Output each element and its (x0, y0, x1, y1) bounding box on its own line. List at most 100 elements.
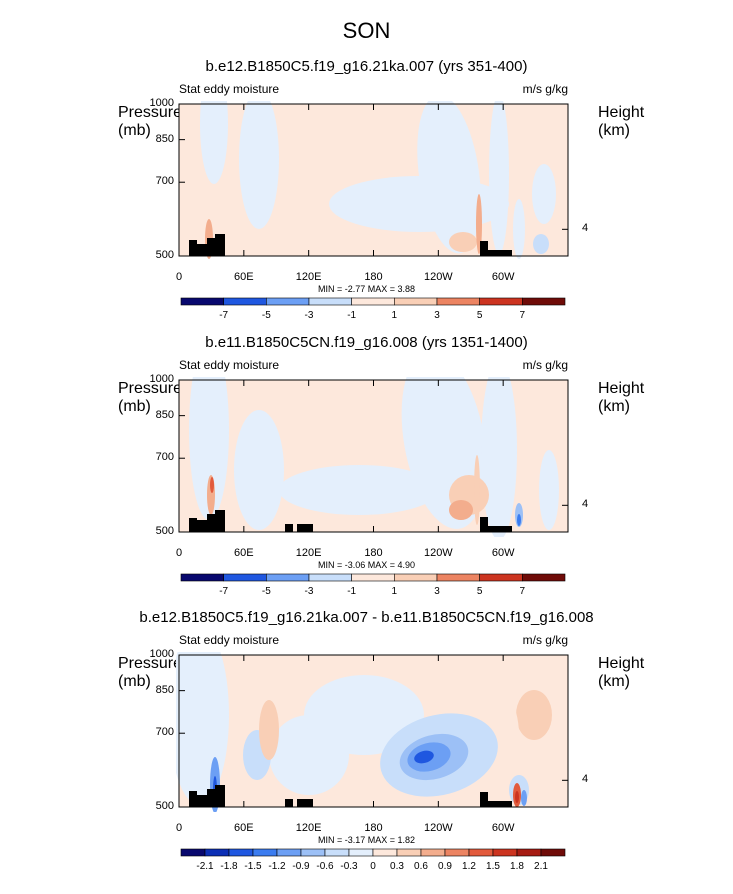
contour-plot (178, 377, 569, 537)
units-label: m/s g/kg (522, 82, 568, 96)
color-box (180, 848, 206, 857)
color-box (276, 848, 302, 857)
color-box (180, 297, 224, 306)
color-bar-label: -1 (347, 310, 357, 321)
color-bar-label: -0.3 (340, 861, 358, 872)
color-bar-label: -7 (219, 310, 229, 321)
color-box (308, 573, 352, 582)
x-tick-label: 120E (295, 271, 322, 283)
y2-axis-label: Height (km) (598, 655, 645, 807)
units-label: m/s g/kg (522, 358, 568, 372)
topography-mask (285, 799, 293, 807)
color-bar-label: 0.6 (414, 861, 428, 872)
contour-region (234, 410, 284, 530)
contour-region (476, 194, 482, 254)
y2-axis-label: Height (km) (598, 104, 644, 256)
panel-3: b.e12.B1850C5.f19_g16.21ka.007 - b.e11.B… (0, 609, 733, 894)
contour-region (239, 101, 279, 229)
color-bar-label: -7 (219, 586, 229, 597)
left-string: Stat eddy moisture (179, 82, 280, 96)
color-bar-label: 1.8 (510, 861, 524, 872)
contour-region (449, 232, 477, 252)
topography-mask (488, 250, 512, 256)
y-tick-label: 700 (155, 726, 174, 739)
topography-mask (297, 799, 313, 807)
contour-region (539, 450, 559, 530)
panel-title: b.e12.B1850C5.f19_g16.21ka.007 (yrs 351-… (205, 58, 528, 75)
topography-mask (480, 517, 488, 532)
topography-mask (189, 240, 197, 256)
contour-region (517, 514, 521, 526)
color-box (180, 573, 224, 582)
contour-region (489, 101, 509, 254)
color-bar-label: -3 (304, 586, 314, 597)
x-tick-label: 60E (234, 547, 254, 559)
color-bar-label: 0 (370, 861, 376, 872)
y-tick-label: 500 (155, 249, 174, 261)
color-box (522, 297, 566, 306)
x-tick-label: 60W (491, 271, 515, 283)
color-bar-label: 7 (519, 310, 526, 321)
color-box (522, 573, 566, 582)
x-tick-label: 180 (364, 271, 383, 283)
color-box (444, 848, 470, 857)
color-box (351, 297, 395, 306)
panel-2: b.e11.B1850C5CN.f19_g16.008 (yrs 1351-14… (0, 334, 733, 619)
topography-mask (197, 795, 207, 807)
topography-mask (297, 524, 313, 532)
color-box (324, 848, 350, 857)
color-bar-label: -1.2 (268, 861, 286, 872)
y-tick-label: 500 (155, 525, 174, 537)
y-axis-label-text: Pressure (mb) (118, 655, 183, 690)
x-tick-label: 0 (175, 271, 183, 283)
color-box (228, 848, 254, 857)
left-string: Stat eddy moisture (179, 633, 280, 647)
min-max-label: MIN = -2.77 MAX = 3.88 (317, 284, 416, 294)
color-bar-label: -5 (261, 310, 271, 321)
x-tick-label: 60W (491, 822, 515, 834)
left-string: Stat eddy moisture (179, 358, 280, 372)
color-box (351, 573, 395, 582)
topography-mask (480, 241, 488, 256)
color-box (204, 848, 230, 857)
topography-mask (215, 785, 225, 807)
y-tick-label: 850 (155, 683, 174, 696)
y2-tick-label: 4 (582, 498, 589, 511)
x-tick-label: 120W (423, 547, 453, 559)
color-box (348, 848, 374, 857)
color-box (223, 573, 267, 582)
contour-region (304, 675, 424, 755)
color-box (223, 297, 267, 306)
x-tick-label: 120E (295, 822, 322, 834)
color-box (266, 297, 310, 306)
main-title: SON (342, 18, 391, 43)
contour-region (521, 790, 527, 806)
x-tick-label: 120W (423, 822, 453, 834)
color-box (308, 297, 352, 306)
color-bar-label: -1.8 (220, 861, 238, 872)
color-bar-label: 2.1 (534, 861, 548, 872)
min-max-label: MIN = -3.06 MAX = 4.90 (317, 560, 416, 570)
contour-region (279, 465, 439, 515)
contour-plot (178, 101, 569, 259)
panel-1: b.e12.B1850C5.f19_g16.21ka.007 (yrs 351-… (0, 58, 733, 343)
contour-region (474, 455, 480, 525)
y-tick-label: 1000 (149, 648, 174, 660)
y2-axis-label-text: Height (km) (598, 655, 645, 690)
color-box (436, 297, 480, 306)
contour-region (532, 164, 556, 224)
y2-axis-label: Height (km) (598, 380, 644, 532)
color-bar-label: 7 (519, 586, 526, 597)
y-tick-label: 1000 (149, 373, 174, 385)
x-tick-label: 120W (423, 271, 453, 283)
color-bar-label: 5 (476, 586, 483, 597)
contour-region (449, 500, 473, 520)
topography-mask (207, 238, 215, 256)
y-tick-label: 700 (155, 175, 174, 188)
color-box (468, 848, 494, 857)
topography-mask (215, 234, 225, 256)
topography-mask (215, 510, 225, 532)
x-tick-label: 180 (364, 547, 383, 559)
color-box (394, 573, 438, 582)
topography-mask (480, 792, 488, 807)
